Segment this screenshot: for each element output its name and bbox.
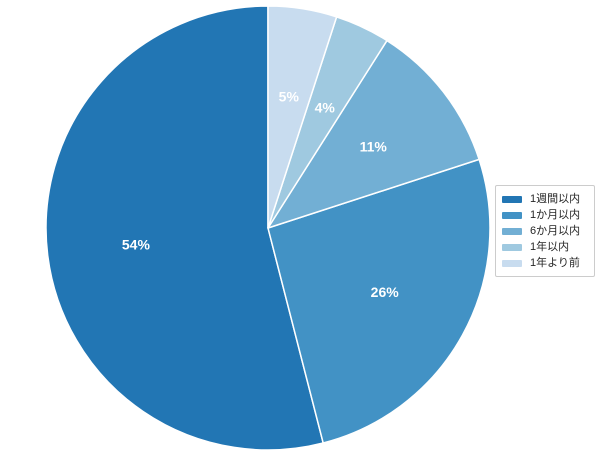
legend-swatch (502, 259, 522, 267)
pie-percent-label-2: 11% (360, 138, 388, 154)
legend-item-within-1-month: 1か月以内 (502, 209, 586, 221)
legend-label: 1年以内 (530, 241, 570, 253)
legend-label: 1年より前 (530, 257, 580, 269)
pie-slices (45, 5, 491, 451)
legend-label: 1週間以内 (530, 193, 581, 205)
pie-slice-0 (45, 5, 324, 451)
legend-swatch (502, 195, 522, 203)
pie-percent-labels: 54% 26% 11% 4% 5% (122, 88, 399, 300)
legend-label: 6か月以内 (530, 225, 581, 237)
legend-item-within-1-week: 1週間以内 (502, 193, 586, 205)
legend-item-within-1-year: 1年以内 (502, 241, 586, 253)
pie-percent-label-4: 5% (279, 88, 300, 104)
pie-percent-label-0: 54% (122, 237, 151, 253)
chart-legend: 1週間以内 1か月以内 6か月以内 1年以内 1年より前 (495, 185, 595, 277)
legend-swatch (502, 211, 522, 219)
pie-slice-4 (267, 5, 338, 229)
pie-percent-label-1: 26% (371, 284, 400, 300)
legend-item-within-6-months: 6か月以内 (502, 225, 586, 237)
legend-item-older-than-1-year: 1年より前 (502, 257, 586, 269)
legend-swatch (502, 243, 522, 251)
pie-percent-label-3: 4% (315, 100, 336, 116)
pie-slice-2 (267, 39, 480, 229)
pie-slice-1 (267, 158, 491, 444)
legend-swatch (502, 227, 522, 235)
legend-label: 1か月以内 (530, 209, 581, 221)
